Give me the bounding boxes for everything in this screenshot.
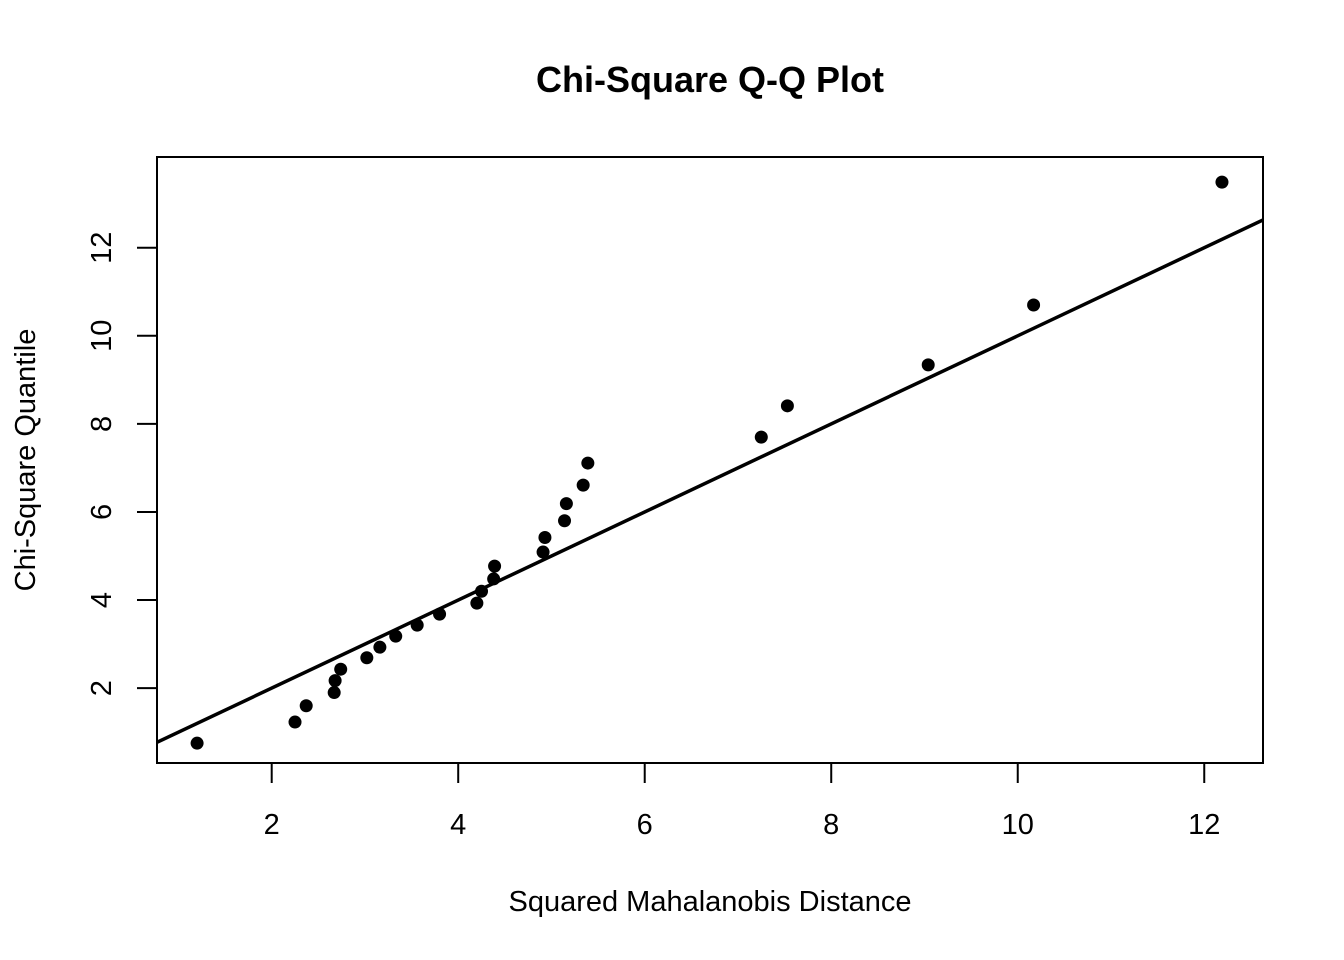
data-point-24 [921, 358, 935, 372]
data-point-20 [576, 478, 590, 492]
data-point-4 [327, 686, 341, 700]
data-point-26 [1215, 175, 1229, 189]
x-tick-label-12: 12 [1188, 809, 1220, 841]
data-point-6 [334, 662, 348, 676]
data-point-5 [328, 674, 342, 688]
y-axis: 2 4 6 8 10 12 [86, 232, 158, 696]
x-tick-label-6: 6 [637, 809, 653, 841]
data-point-16 [536, 545, 550, 559]
y-axis-label: Chi-Square Quantile [10, 329, 42, 592]
data-point-22 [754, 430, 768, 444]
data-point-9 [389, 629, 403, 643]
x-tick-label-4: 4 [450, 809, 466, 841]
y-tick-label-10: 10 [86, 320, 118, 352]
y-tick-label-2: 2 [86, 680, 118, 696]
plot-layer [157, 175, 1263, 750]
data-point-15 [488, 559, 502, 573]
x-tick-label-8: 8 [823, 809, 839, 841]
y-tick-label-12: 12 [86, 232, 118, 264]
x-tick-label-2: 2 [264, 809, 280, 841]
data-point-17 [538, 531, 552, 545]
data-point-1 [190, 736, 204, 750]
y-tick-label-6: 6 [86, 504, 118, 520]
reference-line [157, 218, 1263, 744]
data-point-25 [1027, 298, 1041, 312]
data-point-12 [470, 596, 484, 610]
x-tick-label-10: 10 [1002, 809, 1034, 841]
data-point-11 [433, 607, 447, 621]
x-axis: 2 4 6 8 10 12 [264, 762, 1220, 841]
data-point-13 [475, 584, 489, 598]
data-point-7 [360, 651, 374, 665]
data-point-2 [288, 715, 302, 729]
data-point-18 [558, 514, 572, 528]
data-point-10 [410, 618, 424, 632]
y-tick-label-8: 8 [86, 416, 118, 432]
x-axis-label: Squared Mahalanobis Distance [508, 886, 911, 918]
data-point-8 [373, 640, 387, 654]
data-point-19 [559, 497, 573, 511]
chart-title: Chi-Square Q-Q Plot [536, 59, 884, 100]
y-tick-label-4: 4 [86, 592, 118, 608]
data-point-23 [780, 399, 794, 413]
data-point-21 [581, 456, 595, 470]
plot-frame [156, 156, 1264, 764]
data-point-14 [487, 572, 501, 586]
data-point-3 [299, 699, 313, 713]
